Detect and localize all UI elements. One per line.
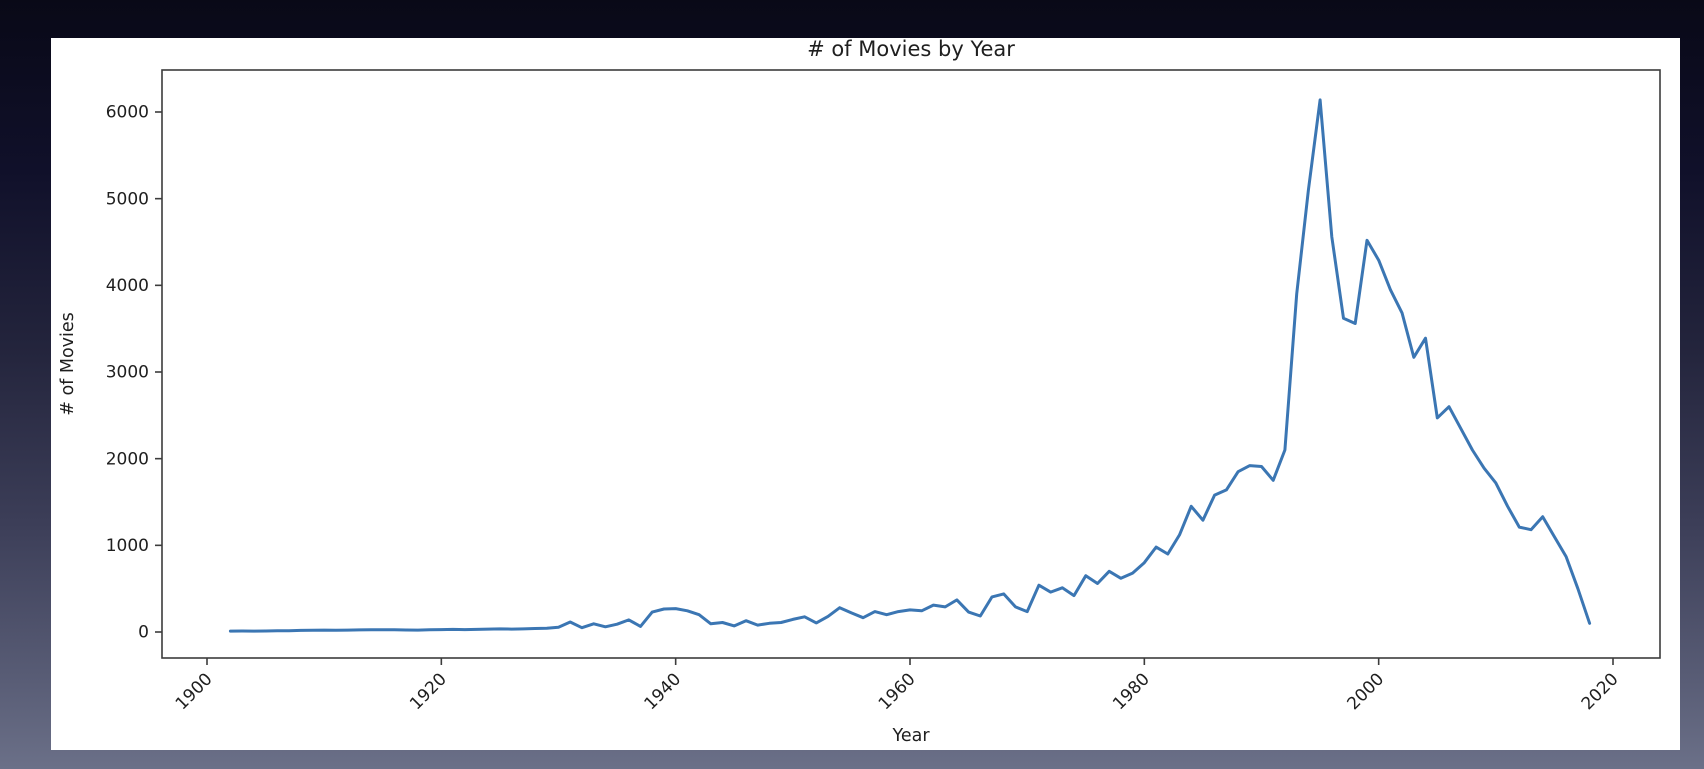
x-tick-label: 1920 bbox=[406, 669, 451, 714]
y-tick-label: 5000 bbox=[106, 189, 149, 209]
y-tick-label: 2000 bbox=[106, 449, 149, 469]
x-axis-label: Year bbox=[891, 726, 930, 746]
y-tick-label: 0 bbox=[138, 623, 149, 643]
x-tick-label: 2000 bbox=[1343, 669, 1388, 714]
y-axis-ticks: 0 1000 2000 3000 4000 5000 6000 bbox=[106, 103, 162, 643]
plot-area-frame bbox=[161, 69, 1661, 659]
x-tick-label: 1940 bbox=[640, 669, 685, 714]
x-tick-label: 2020 bbox=[1578, 669, 1623, 714]
y-tick-label: 1000 bbox=[106, 536, 149, 556]
x-tick-label: 1960 bbox=[875, 669, 920, 714]
chart-figure: 0 1000 2000 3000 4000 5000 6000 1900 1920 1940 19… bbox=[51, 37, 1680, 750]
line-series-movies bbox=[228, 98, 1592, 633]
y-axis-label: # of Movies bbox=[58, 312, 78, 416]
x-tick-label: 1980 bbox=[1109, 669, 1154, 714]
y-tick-label: 6000 bbox=[106, 103, 149, 123]
y-tick-label: 4000 bbox=[106, 276, 149, 296]
y-tick-label: 3000 bbox=[106, 363, 149, 383]
x-tick-label: 1900 bbox=[172, 669, 217, 714]
chart-title: # of Movies by Year bbox=[807, 38, 1015, 61]
x-axis-ticks: 1900 1920 1940 1960 1980 2000 2020 bbox=[172, 658, 1623, 714]
